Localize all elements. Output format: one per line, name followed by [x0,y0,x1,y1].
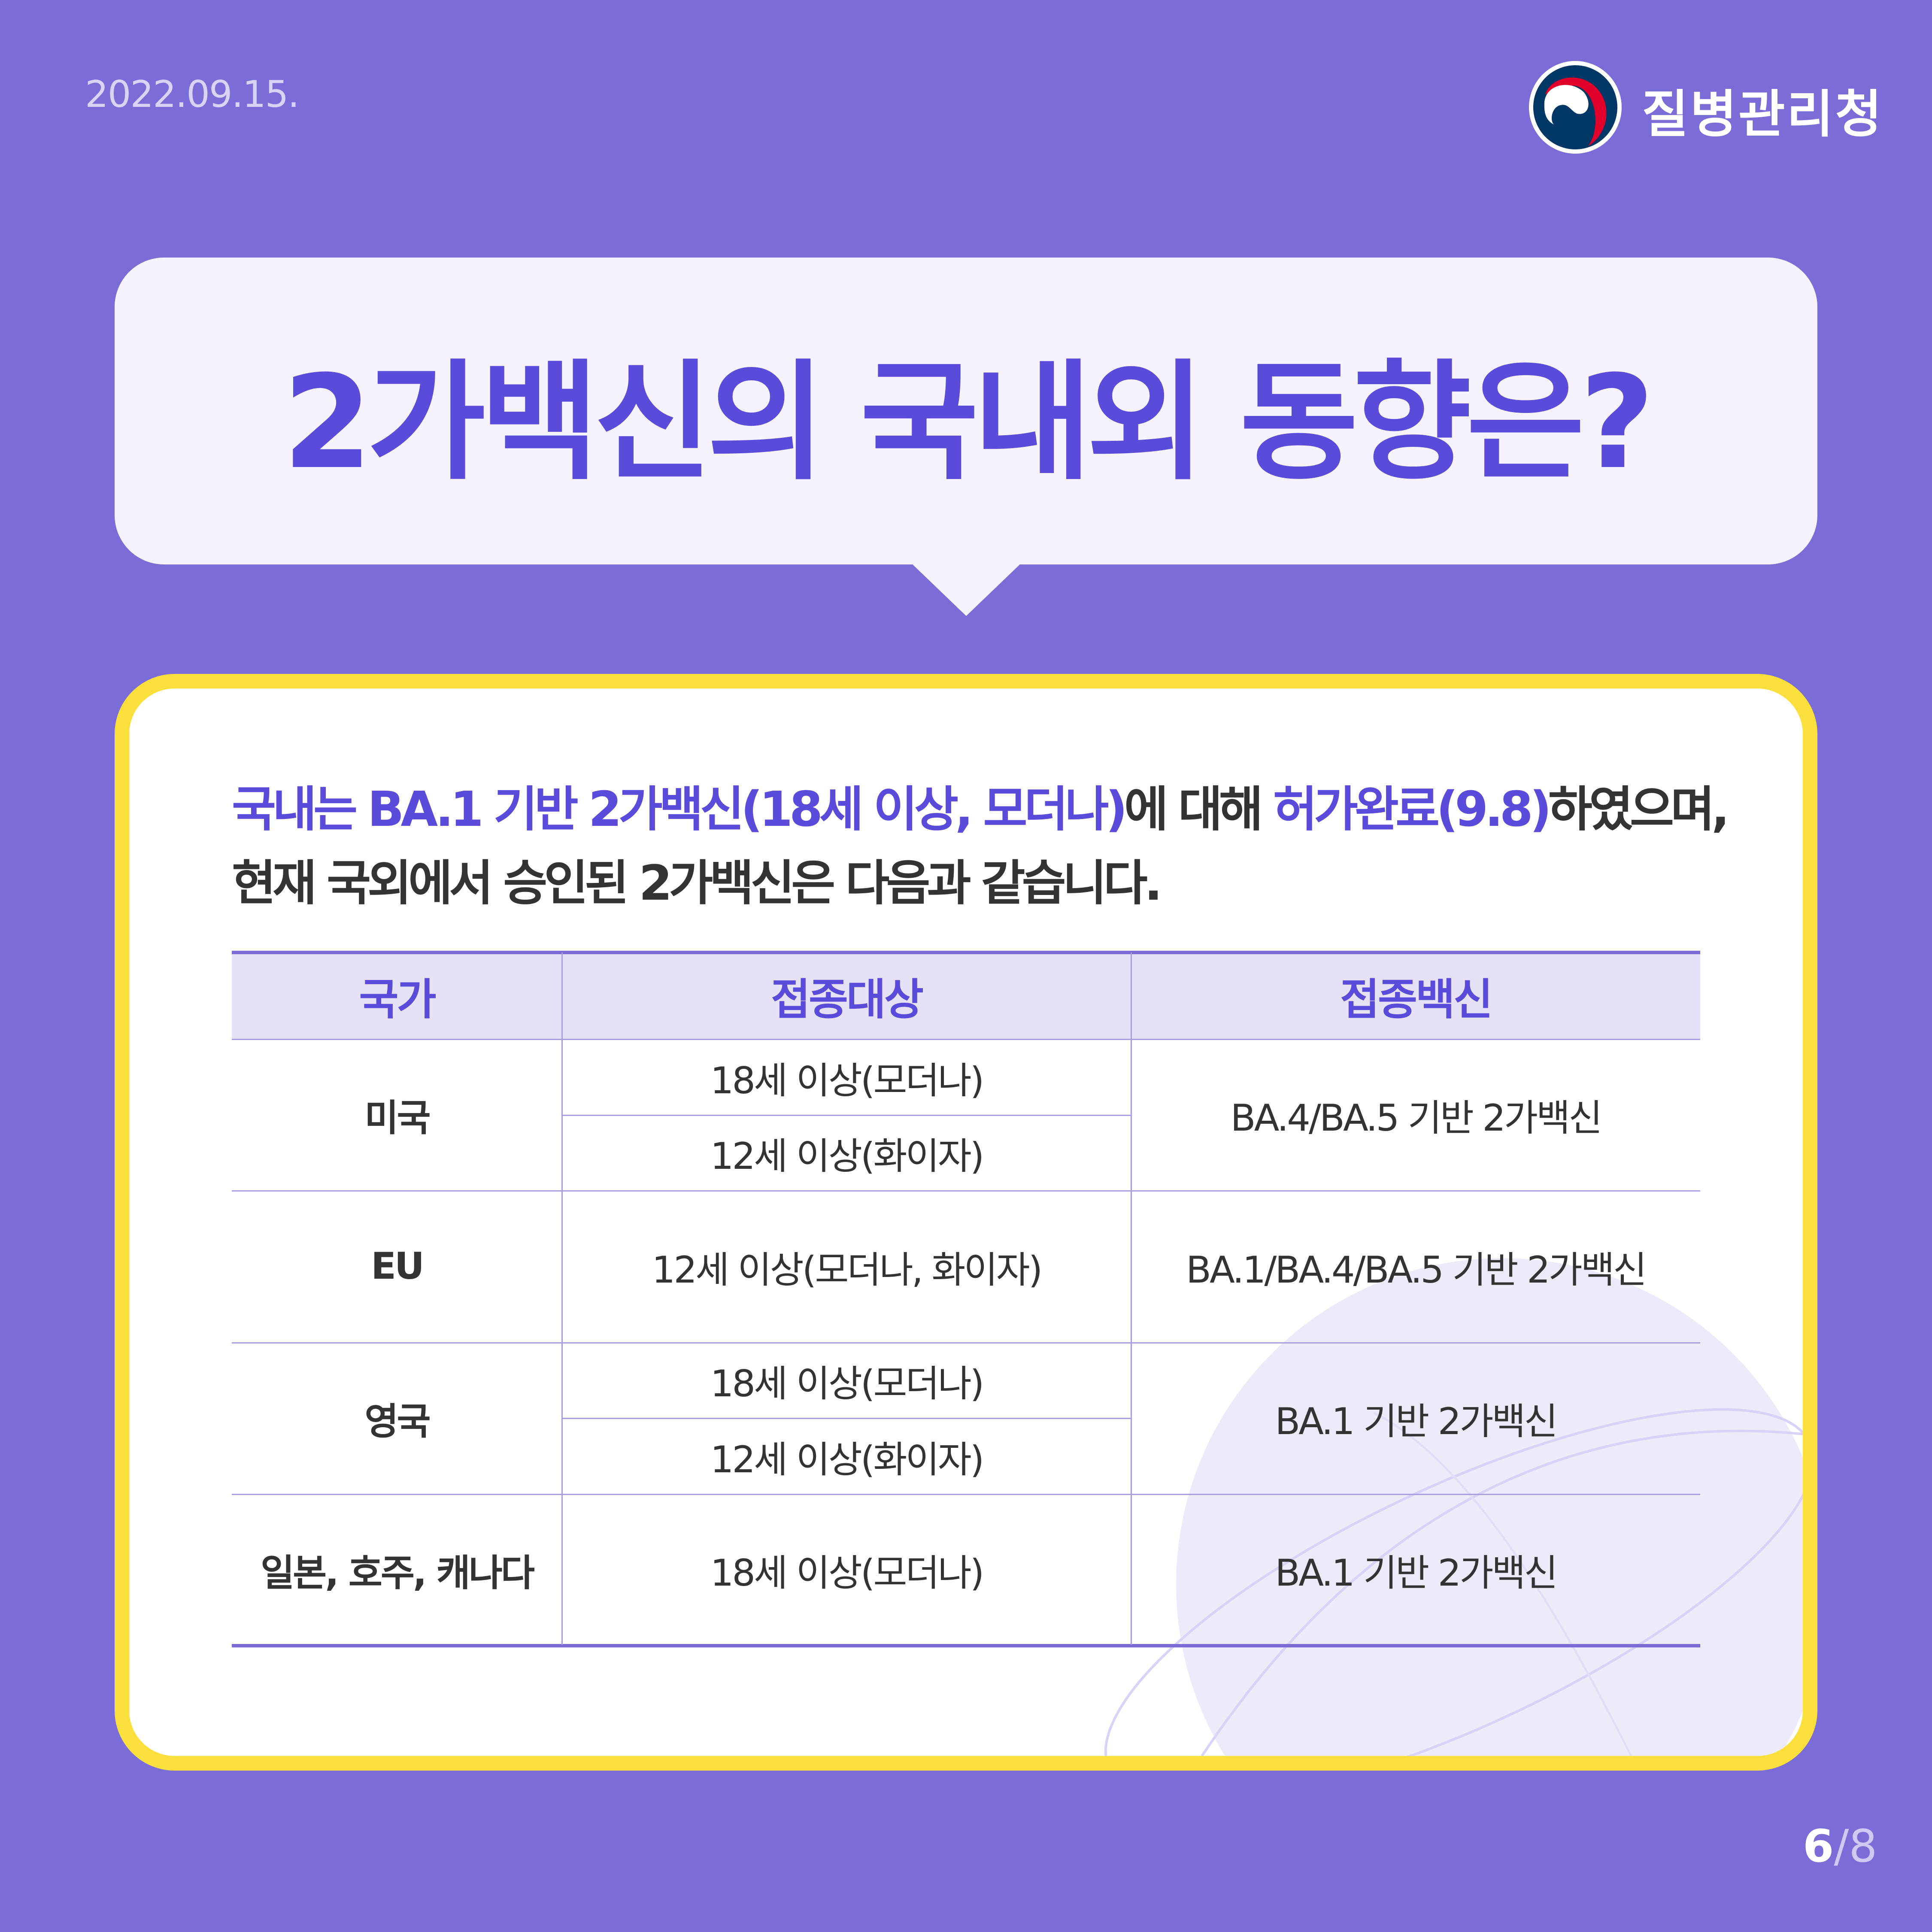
table-cell-country: 영국 [364,1400,431,1443]
total-pages: /8 [1834,1820,1877,1872]
table-divider [562,1115,1131,1116]
table-divider [232,1342,1700,1344]
table-cell-target: 12세 이상(모더나, 화이자) [652,1248,1043,1292]
table-cell-country: EU [371,1245,425,1288]
table-header-target: 접종대상 [562,952,1131,1039]
table-header-vaccine: 접종백신 [1131,952,1700,1039]
government-emblem-icon [1529,61,1622,154]
table-cell-vaccine: BA.1 기반 2가백신 [1275,1551,1558,1595]
table-divider [232,1039,1700,1040]
table-cell-target: 12세 이상(화이자) [710,1438,985,1481]
table-cell-target: 18세 이상(모더나) [710,1551,985,1595]
table-cell-target: 12세 이상(화이자) [710,1135,985,1178]
intro-text-part: 하였으며, [1548,782,1730,837]
globe-decoration-icon [1104,1258,1803,1756]
title-bubble [115,258,1817,564]
table-cell-country: 일본, 호주, 캐나다 [260,1551,535,1595]
table-cell-vaccine: BA.1 기반 2가백신 [1275,1400,1558,1443]
current-page: 6 [1803,1820,1834,1872]
table-column-divider [1131,952,1132,1645]
page-title: 2가백신의 국내외 동향은? [282,347,1655,497]
table-divider [232,1494,1700,1495]
table-divider [232,1190,1700,1192]
bubble-tail [912,564,1021,616]
intro-line-1: 국내는 BA.1 기반 2가백신(18세 이상, 모더나)에 대해 허가완료(9… [232,773,1730,846]
page-indicator: 6/8 [1803,1820,1877,1872]
date-label: 2022.09.15. [85,73,300,116]
intro-text: 국내는 BA.1 기반 2가백신(18세 이상, 모더나)에 대해 허가완료(9… [232,773,1730,920]
table-top-border [232,951,1700,954]
table-cell-vaccine: BA.1/BA.4/BA.5 기반 2가백신 [1186,1248,1647,1292]
table-cell-target: 18세 이상(모더나) [710,1362,985,1405]
table-cell-vaccine: BA.4/BA.5 기반 2가백신 [1230,1097,1603,1140]
table-column-divider [561,952,563,1645]
table-bottom-border [232,1644,1700,1647]
table-cell-target: 18세 이상(모더나) [710,1059,985,1102]
table-header-country: 국가 [232,952,562,1039]
table-divider [562,1418,1131,1419]
intro-text-part: 에 대해 [1124,782,1273,837]
table-cell-country: 미국 [364,1097,431,1140]
content-card [115,674,1817,1771]
organization-name: 질병관리청 [1642,85,1883,144]
intro-line-2: 현재 국외에서 승인된 2가백신은 다음과 같습니다. [232,855,1162,911]
intro-highlight-approval: 허가완료(9.8) [1273,782,1552,837]
intro-highlight-domestic: 국내는 BA.1 기반 2가백신(18세 이상, 모더나) [232,782,1128,837]
